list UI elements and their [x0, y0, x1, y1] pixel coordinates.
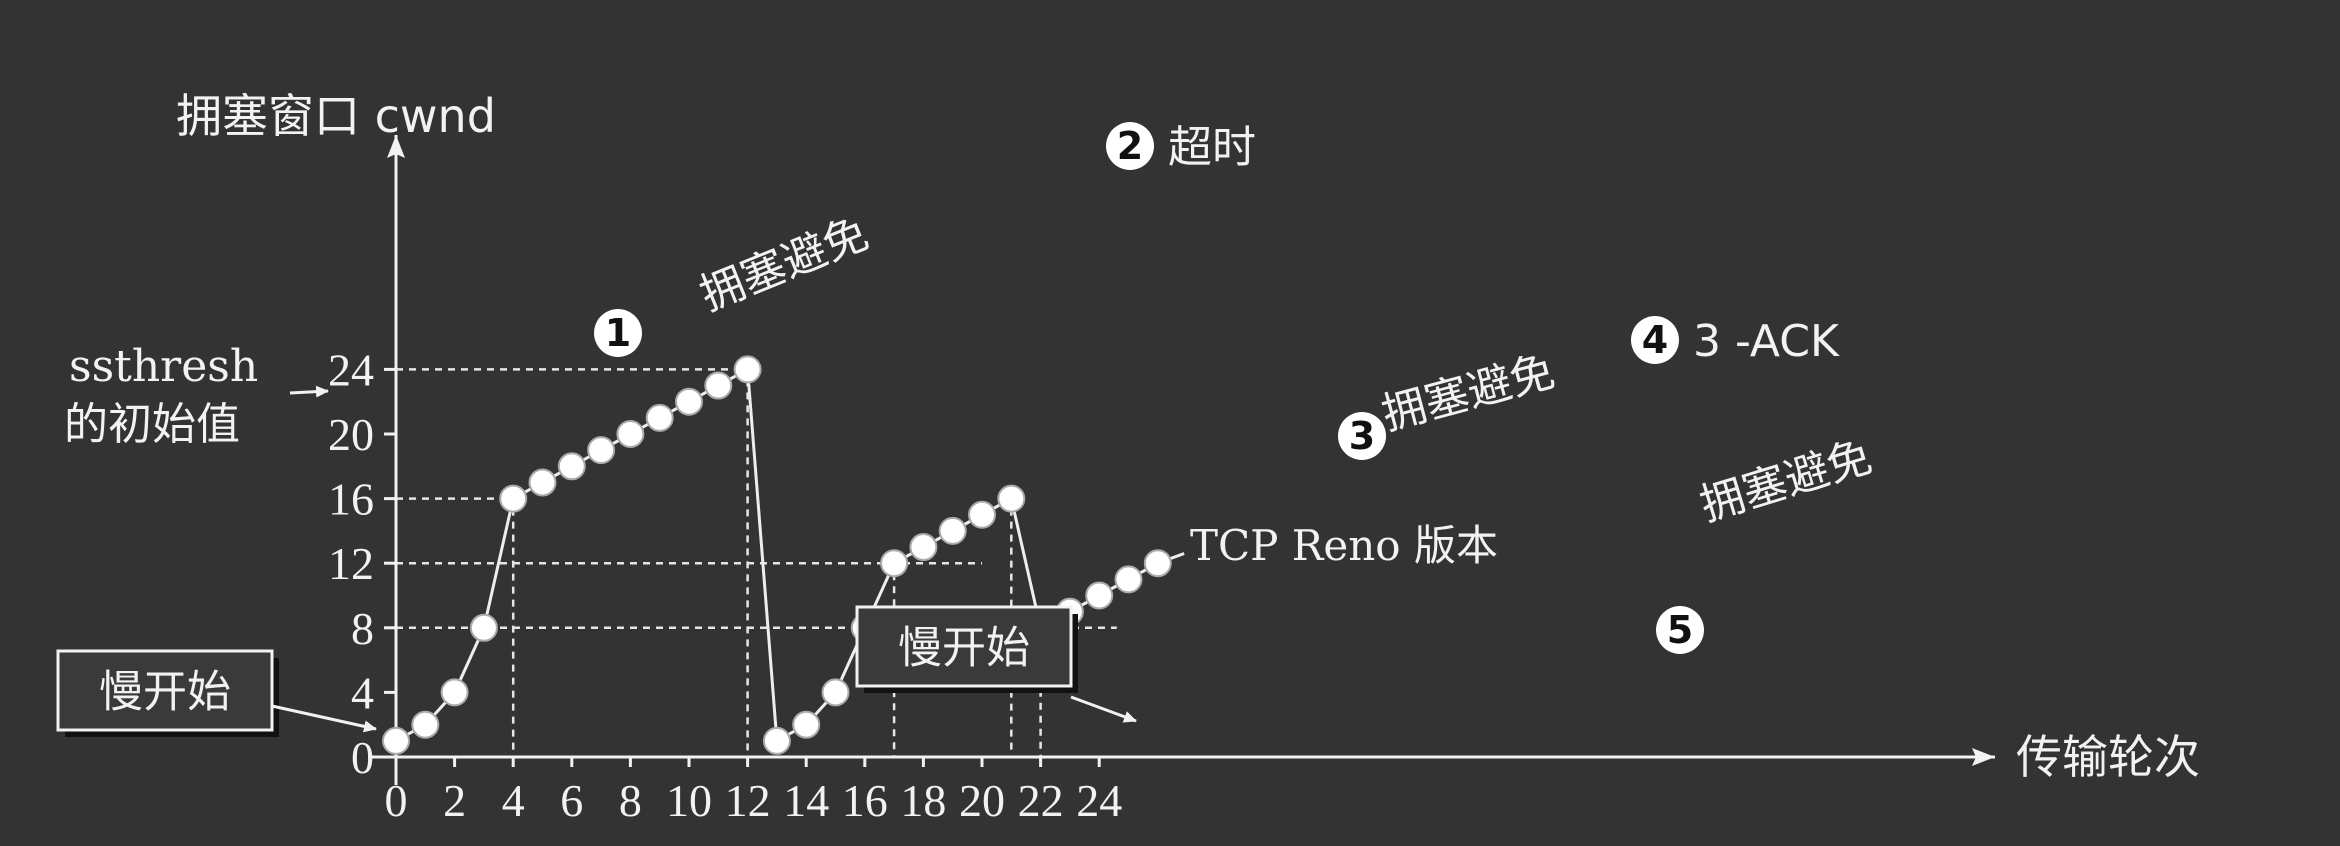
x-axis-label: 传输轮次 [2016, 730, 2200, 784]
marker-1-number: 1 [605, 311, 631, 355]
cwnd-point [968, 500, 996, 529]
congestion-avoidance-label-3: 拥塞避免 [1694, 431, 1877, 531]
congestion-avoidance-label-2: 拥塞避免 [1377, 346, 1560, 441]
cwnd-point [1143, 549, 1172, 578]
slow-start-label-2-box [855, 605, 1073, 688]
slow-start-arrow-1 [271, 704, 377, 733]
x-tick-label: 16 [842, 775, 888, 826]
series-label-tcp-reno: TCP Reno 版本 [1190, 521, 1498, 570]
x-tick-label: 12 [725, 775, 771, 826]
x-tick-label: 24 [1076, 775, 1122, 826]
cwnd-point [528, 468, 557, 497]
cwnd-point [880, 549, 909, 578]
x-tick-label: 18 [900, 775, 946, 826]
marker-5-number: 5 [1667, 608, 1693, 652]
marker-1-badge [594, 309, 642, 357]
x-tick-label: 22 [1018, 775, 1064, 826]
marker-4-label: 3 -ACK [1693, 316, 1840, 367]
marker-2-badge [1106, 122, 1154, 170]
y-tick-label: 8 [351, 603, 374, 654]
cwnd-point [821, 678, 850, 707]
ssthresh-label-sub: 的初始值 [64, 399, 240, 450]
y-axis-arrow [387, 135, 405, 158]
cwnd-point [440, 678, 469, 707]
y-axis-label: 拥塞窗口 cwnd [176, 89, 496, 143]
ssthresh-label: ssthresh [69, 341, 258, 392]
congestion-avoidance-label-1: 拥塞避免 [693, 208, 875, 321]
y-tick-label: 0 [351, 732, 374, 783]
slow-start-label-1: 慢开始 [99, 667, 231, 718]
y-tick-label: 24 [328, 344, 374, 395]
y-tick-label: 16 [328, 474, 374, 525]
cwnd-point [645, 403, 674, 432]
cwnd-point [704, 371, 733, 400]
cwnd-point [499, 484, 528, 513]
marker-3-badge [1338, 412, 1386, 460]
ssthresh-arrow [289, 385, 329, 398]
marker-4-badge [1631, 316, 1679, 364]
cwnd-point [382, 726, 410, 755]
marker-3-number: 3 [1349, 414, 1375, 458]
y-tick-label: 20 [328, 409, 374, 460]
marker-5-badge [1656, 606, 1704, 654]
x-tick-label: 10 [666, 775, 712, 826]
x-tick-label: 2 [443, 775, 466, 826]
x-tick-label: 8 [619, 775, 642, 826]
cwnd-point [557, 452, 586, 481]
cwnd-point [762, 726, 791, 755]
cwnd-point [675, 387, 703, 416]
axes [368, 135, 1995, 785]
cwnd-point [997, 484, 1026, 513]
cwnd-point [469, 613, 498, 642]
cwnd-point [1114, 565, 1143, 594]
marker-2-number: 2 [1117, 124, 1143, 168]
slow-start-label-1-box [56, 649, 274, 732]
x-tick-label: 6 [560, 775, 583, 826]
x-tick-label: 4 [502, 775, 525, 826]
x-axis-arrow [1972, 748, 1995, 766]
cwnd-point [616, 420, 645, 448]
x-tick-label: 0 [385, 775, 408, 826]
marker-4-number: 4 [1642, 318, 1668, 362]
cwnd-series [382, 355, 1185, 755]
cwnd-point [792, 710, 821, 739]
slow-start-arrow-2 [1070, 695, 1137, 723]
x-tick-label: 20 [959, 775, 1005, 826]
reference-lines [396, 368, 1117, 757]
cwnd-point [587, 436, 616, 465]
slow-start-label-2: 慢开始 [898, 623, 1030, 674]
cwnd-point [909, 533, 938, 562]
y-tick-label: 4 [351, 667, 374, 718]
cwnd-point [938, 516, 967, 545]
cwnd-point [411, 710, 440, 739]
y-tick-label: 12 [328, 538, 374, 589]
cwnd-point [1085, 581, 1114, 610]
x-tick-label: 14 [783, 775, 829, 826]
cwnd-point [733, 355, 762, 384]
marker-2-label: 超时 [1168, 122, 1256, 173]
